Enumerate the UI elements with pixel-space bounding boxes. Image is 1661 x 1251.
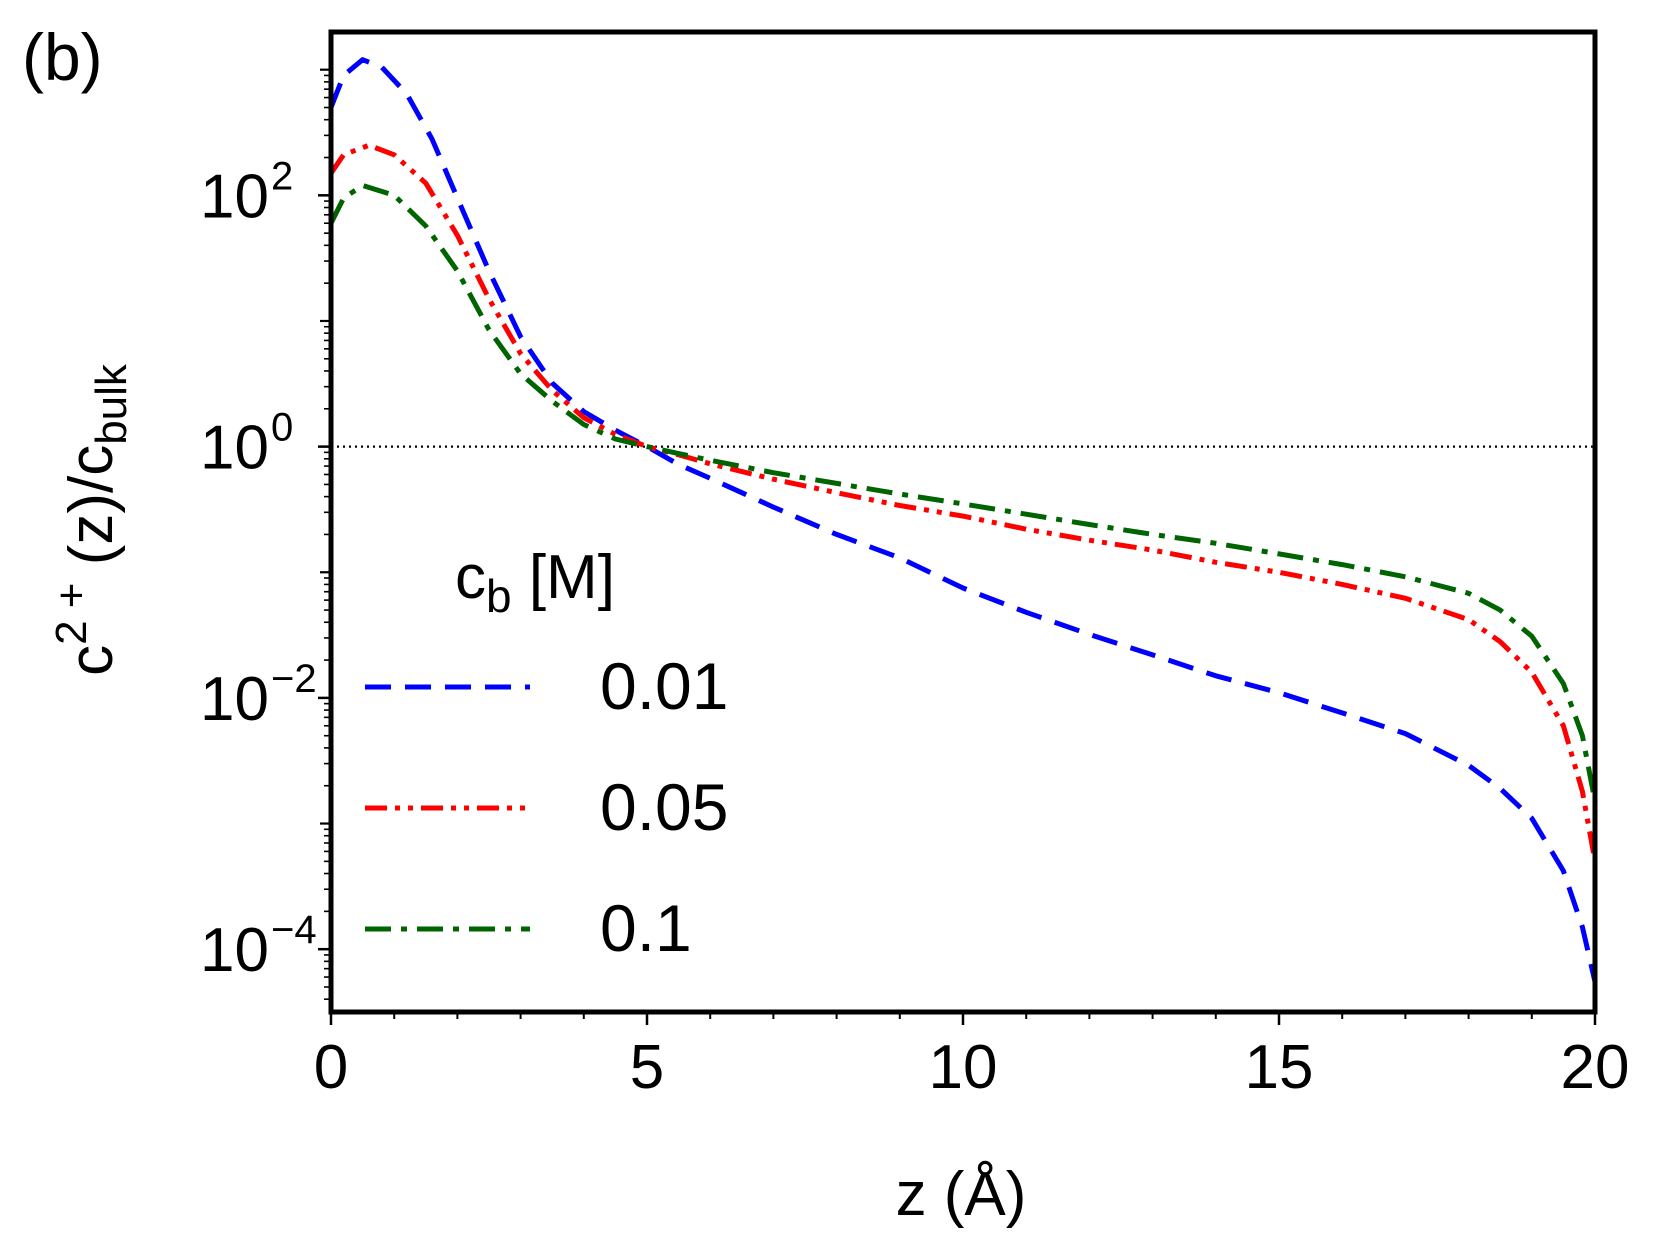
x-axis-label: z (Å) <box>896 1160 1027 1229</box>
x-tick-label-0: 0 <box>314 1033 348 1102</box>
y-tick-exponent-3: −4 <box>271 908 317 952</box>
x-tick-label-3: 15 <box>1245 1033 1314 1102</box>
legend-title-sub: b <box>486 570 512 622</box>
y-tick-label-1: 10 <box>200 414 269 483</box>
legend-label-1: 0.05 <box>600 770 728 844</box>
legend-title-main: c <box>455 543 486 612</box>
y-axis-label-part-3: bulk <box>87 363 136 445</box>
y-tick-label-2: 10 <box>200 665 269 734</box>
y-tick-label-3: 10 <box>200 916 269 985</box>
legend-title-unit: [M] <box>512 543 615 612</box>
y-axis-label-part-2: (z)/c <box>57 445 126 583</box>
y-axis-label-part-1: 2 + <box>47 583 96 645</box>
series-line-2 <box>331 182 1595 802</box>
y-tick-exponent-0: 2 <box>271 154 293 198</box>
legend-label-2: 0.1 <box>600 891 692 965</box>
legend-label-0: 0.01 <box>600 649 728 723</box>
x-tick-label-2: 10 <box>929 1033 998 1102</box>
x-tick-label-1: 5 <box>630 1033 664 1102</box>
y-axis-label-part-0: c <box>57 645 126 676</box>
legend-title: cb [M] <box>455 543 615 622</box>
y-tick-exponent-1: 0 <box>271 406 293 450</box>
y-tick-label-0: 10 <box>200 162 269 231</box>
x-tick-label-4: 20 <box>1561 1033 1630 1102</box>
series-group <box>331 57 1595 983</box>
y-tick-exponent-2: −2 <box>271 657 317 701</box>
series-line-1 <box>331 142 1595 862</box>
series-line-0 <box>331 57 1595 983</box>
panel-label: (b) <box>22 20 103 94</box>
y-axis-label: c2 + (z)/cbulk <box>47 363 136 676</box>
